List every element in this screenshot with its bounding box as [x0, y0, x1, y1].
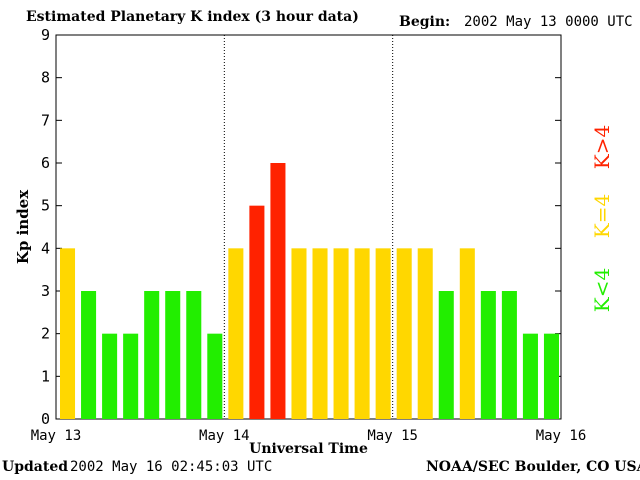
y-tick-label: 8 — [41, 69, 50, 87]
kp-bar — [333, 248, 349, 419]
kp-bar — [81, 291, 97, 419]
y-tick-label: 2 — [41, 325, 50, 343]
kp-bar — [270, 163, 286, 419]
kp-bar — [60, 248, 76, 419]
kp-bar — [207, 333, 223, 419]
updated-label: Updated — [2, 459, 69, 475]
plot-frame — [55, 34, 562, 420]
kp-bar — [522, 333, 538, 419]
begin-value: 2002 May 13 0000 UTC — [464, 14, 633, 30]
kp-bar — [438, 291, 454, 419]
y-tick-label: 4 — [41, 239, 50, 257]
kp-bar — [102, 333, 118, 419]
kp-bar — [501, 291, 517, 419]
kp-bar — [459, 248, 475, 419]
legend-entry: K<4 — [590, 268, 614, 312]
kp-bar — [312, 248, 328, 419]
kp-bar — [165, 291, 181, 419]
y-tick-label: 5 — [41, 197, 50, 215]
chart-title: Estimated Planetary K index (3 hour data… — [26, 9, 359, 25]
kp-bar — [123, 333, 139, 419]
kp-bar — [291, 248, 307, 419]
kp-bar — [144, 291, 160, 419]
kp-bar — [228, 248, 244, 419]
x-tick-label: May 16 — [536, 428, 587, 444]
kp-bar — [396, 248, 412, 419]
y-tick-label: 6 — [41, 154, 50, 172]
kp-bar — [375, 248, 391, 419]
kp-bar — [249, 205, 265, 419]
source-credit: NOAA/SEC Boulder, CO USA — [426, 459, 640, 475]
y-tick-label: 3 — [41, 282, 50, 300]
kp-bar — [417, 248, 433, 419]
kp-bar — [354, 248, 370, 419]
y-tick-label: 0 — [41, 410, 50, 428]
kp-bar — [480, 291, 496, 419]
x-tick-label: May 14 — [199, 428, 250, 444]
x-tick-label: May 15 — [367, 428, 418, 444]
x-axis-label: Universal Time — [249, 441, 368, 457]
y-tick-label: 7 — [41, 111, 50, 129]
y-tick-label: 9 — [41, 26, 50, 44]
updated-value: 2002 May 16 02:45:03 UTC — [70, 459, 273, 475]
y-tick-label: 1 — [41, 367, 50, 385]
legend-entry: K>4 — [590, 125, 614, 169]
legend-entry: K=4 — [590, 194, 614, 238]
y-axis-label: Kp index — [14, 189, 32, 264]
kp-bar — [543, 333, 559, 419]
x-tick-label: May 13 — [31, 428, 82, 444]
kp-bar — [186, 291, 202, 419]
begin-label: Begin: — [399, 14, 451, 30]
